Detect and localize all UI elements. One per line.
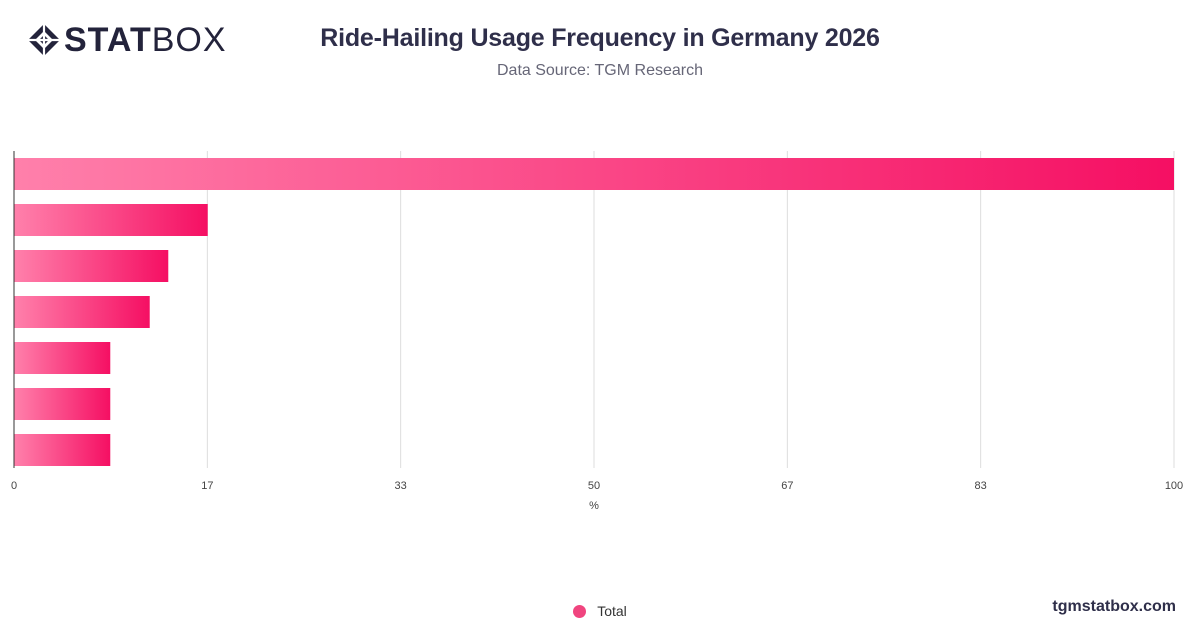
x-axis-label: % [589,500,599,512]
bar[interactable] [14,296,150,328]
x-axis: 0 17 33 50 67 83 100% [11,151,1183,512]
x-tick-label: 33 [395,480,407,492]
legend-label-total: Total [597,603,627,619]
statbox-logo: STATBOX [26,22,227,58]
logo-text-bold: STAT [64,21,152,59]
x-tick-label: 83 [975,480,987,492]
statbox-wordmark: STATBOX [64,22,227,58]
x-tick-label: 50 [588,480,600,492]
bar[interactable] [14,388,111,420]
site-url[interactable]: tgmstatbox.com [1052,598,1176,615]
x-tick-label: 67 [781,480,793,492]
grid-lines [206,151,1175,468]
legend[interactable]: Total [0,603,1200,619]
bars [14,158,1175,466]
legend-swatch-total [573,604,587,618]
statbox-logo-icon [28,24,60,56]
bar[interactable] [14,434,111,466]
x-tick-label: 100 [1165,480,1183,492]
chart-subtitle: Data Source: TGM Research [496,62,703,79]
logo-text-light: BOX [151,21,227,59]
chart-title: Ride-Hailing Usage Frequency in Germany … [320,24,880,52]
bar[interactable] [14,158,1175,190]
bar[interactable] [14,342,111,374]
bar[interactable] [14,204,208,236]
x-tick-label: 17 [201,480,213,492]
x-tick-label: 0 [11,480,17,492]
bar[interactable] [14,250,169,282]
